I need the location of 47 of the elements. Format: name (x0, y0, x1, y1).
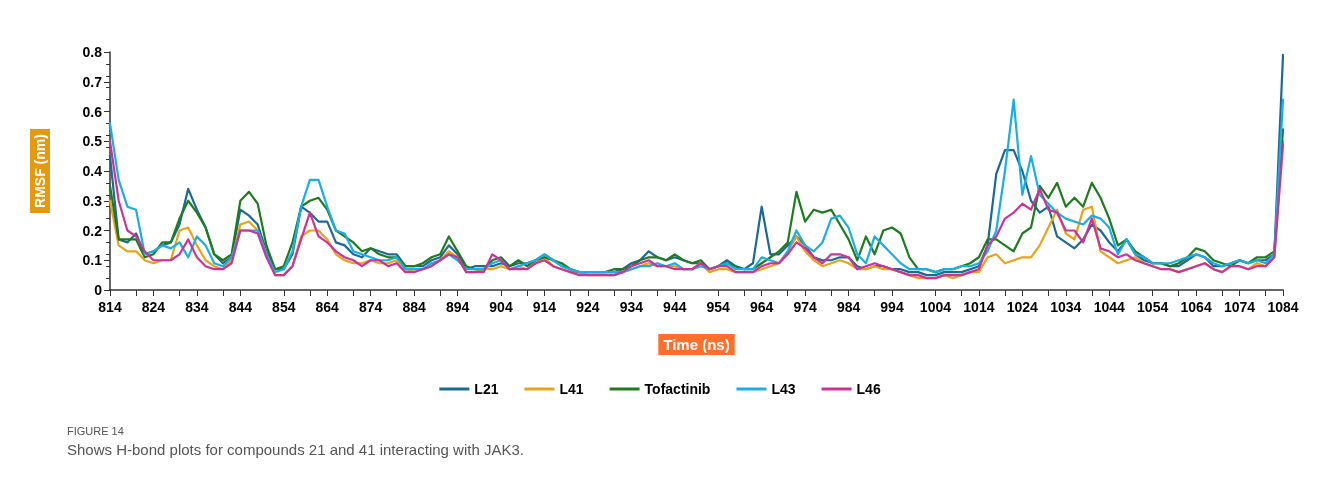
x-tick-label: 954 (706, 299, 731, 315)
line-series (108, 98, 1285, 274)
x-tick-label: 974 (793, 299, 817, 315)
legend-label: L41 (559, 381, 584, 397)
y-tick-label: 0.3 (82, 192, 103, 209)
x-tick-label: 934 (619, 299, 644, 315)
x-tick-label: 904 (489, 299, 513, 315)
y-tick-label: 0.4 (82, 163, 103, 179)
caption: FIGURE 14 (67, 424, 124, 437)
x-tick-label: 1034 (1050, 299, 1082, 315)
x-tick-label: 1084 (1267, 299, 1299, 315)
legend-label: L43 (771, 381, 796, 397)
x-tick-label: 944 (663, 299, 687, 315)
y-tick-label: 0.1 (82, 252, 103, 269)
y-tick-label: 0.2 (82, 222, 103, 239)
x-tick-label: 984 (836, 299, 861, 315)
x-tick-label: 824 (141, 299, 166, 315)
x-axis-title: Time (ns) (663, 336, 730, 353)
y-tick-label: 0.5 (82, 133, 103, 150)
y-tick-label: 0.8 (82, 44, 103, 60)
legend-label: L21 (474, 381, 499, 397)
x-tick-label: 924 (576, 299, 600, 315)
x-tick-label: 1054 (1137, 299, 1169, 315)
y-tick-label: 0.7 (82, 73, 103, 90)
x-tick-label: 874 (358, 299, 383, 315)
y-tick-label: 0.6 (82, 103, 103, 120)
x-tick-label: 814 (98, 299, 122, 315)
x-tick-label: 864 (315, 299, 340, 315)
legend-label: Tofactinib (644, 381, 711, 397)
y-tick-label: 0 (94, 282, 103, 298)
legend-label: L46 (856, 381, 881, 397)
x-tick-label: 1044 (1093, 299, 1125, 315)
x-tick-label: 1014 (963, 299, 995, 315)
x-tick-label: 834 (185, 299, 209, 315)
x-tick-label: 964 (749, 299, 774, 315)
x-tick-label: 854 (272, 299, 296, 315)
x-tick-label: 1074 (1223, 299, 1256, 315)
x-tick-label: 884 (402, 299, 426, 315)
y-axis-title: RMSF (nm) (32, 134, 48, 208)
x-tick-label: 914 (532, 299, 557, 315)
text: Shows H-bond plots for compounds 21 and 41 interacting with JAK3. (67, 441, 524, 458)
x-tick-label: 994 (880, 299, 904, 315)
x-tick-label: 1004 (919, 299, 952, 315)
x-tick-label: 1024 (1006, 299, 1039, 315)
x-tick-label: 894 (445, 299, 470, 315)
x-tick-label: 844 (228, 299, 253, 315)
x-tick-label: 1064 (1180, 299, 1212, 315)
